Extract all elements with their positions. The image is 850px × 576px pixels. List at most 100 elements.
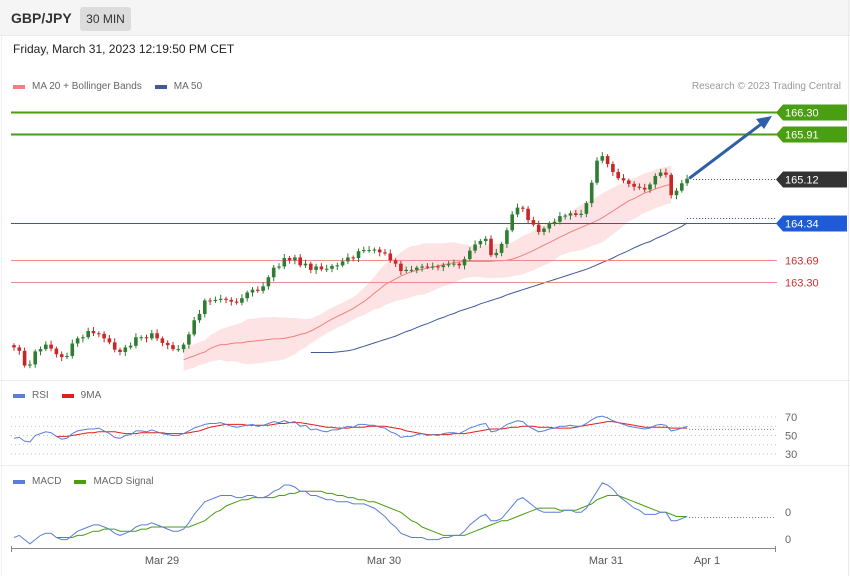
candle-body: [468, 250, 472, 260]
x-tick-label: Mar 31: [589, 555, 623, 567]
candle-body: [542, 228, 546, 232]
candle: [181, 342, 186, 353]
candle: [536, 220, 541, 235]
candle: [627, 178, 631, 188]
candle-body: [324, 268, 329, 270]
legend-label-macd-signal: MACD Signal: [93, 476, 154, 487]
legend-swatch-ma50: [154, 84, 167, 89]
forecast-arrowhead: [756, 115, 772, 129]
candle-body: [266, 277, 271, 287]
candle: [59, 351, 64, 362]
candle: [468, 247, 472, 262]
rsi-line: [13, 415, 688, 443]
x-tick-label: Apr 1: [694, 555, 720, 567]
candle-body: [377, 249, 382, 253]
legend-item-ma20: MA 20 + Bollinger Bands: [13, 81, 142, 92]
candle-body: [134, 337, 138, 346]
candle: [155, 329, 159, 342]
candle-body: [489, 238, 493, 256]
candle-body: [446, 264, 451, 266]
candle: [49, 340, 53, 352]
candle-body: [22, 350, 27, 366]
target-tag-1: [776, 126, 847, 143]
candle-body: [579, 213, 583, 215]
candle: [505, 227, 509, 248]
candle-body: [314, 266, 318, 270]
candle: [478, 239, 483, 248]
candle: [203, 298, 207, 318]
macd-line: [13, 482, 688, 545]
timeframe-button[interactable]: 30 MIN: [80, 7, 131, 31]
candle: [568, 210, 573, 220]
candle-body: [637, 186, 642, 188]
rsi-legend: RSI 9MA: [13, 390, 114, 401]
candle-body: [155, 333, 159, 339]
candle-body: [112, 342, 117, 350]
candle: [330, 263, 334, 273]
chart-datetime: Friday, March 31, 2023 12:19:50 PM CET: [13, 42, 235, 56]
legend-label-ma50: MA 50: [173, 81, 203, 92]
candle: [187, 331, 191, 349]
candle: [75, 336, 80, 347]
candle-body: [552, 221, 557, 225]
candle: [81, 334, 85, 343]
candle-body: [627, 180, 631, 184]
candle: [579, 209, 583, 218]
candle-body: [441, 265, 446, 268]
candle-body: [574, 213, 578, 215]
candle-body: [49, 344, 53, 349]
candle-body: [483, 238, 488, 242]
current-price-tag: [776, 171, 847, 188]
candle: [621, 174, 626, 184]
rsi-tick-label: 50: [785, 431, 797, 443]
candle: [176, 345, 181, 352]
candle-body: [642, 187, 647, 190]
candle-body: [240, 298, 244, 303]
candle: [38, 346, 43, 356]
candle-body: [415, 267, 419, 270]
candle-body: [351, 257, 355, 259]
candle: [595, 157, 599, 185]
price-legend: MA 20 + Bollinger Bands MA 50: [13, 81, 215, 92]
candle: [54, 346, 59, 358]
candle: [494, 248, 499, 258]
candle-body: [420, 266, 424, 268]
level-label-1: 165.91: [785, 130, 819, 142]
candle: [65, 352, 69, 360]
candle: [483, 236, 488, 246]
candle: [303, 259, 308, 269]
candle: [653, 173, 658, 189]
rsi-ma-line: [56, 421, 688, 437]
candle: [552, 218, 557, 227]
candle-body: [234, 301, 239, 303]
candle: [377, 246, 382, 257]
candle: [669, 172, 673, 199]
rsi-panel: 70 50 30: [11, 412, 797, 461]
candle-body: [404, 269, 408, 272]
candles: [12, 152, 689, 369]
candle-body: [362, 250, 366, 252]
candle-body: [271, 267, 276, 278]
candle-body: [293, 257, 297, 261]
candle: [171, 341, 175, 352]
candle: [97, 331, 101, 338]
forecast-arrow: [688, 120, 766, 180]
candle: [256, 286, 260, 293]
candle-body: [478, 241, 483, 245]
candle: [510, 211, 514, 233]
candle-body: [356, 251, 361, 258]
candle-body: [102, 333, 106, 339]
candle: [218, 294, 223, 303]
copyright-text: Research © 2023 Trading Central: [691, 81, 841, 92]
candle: [452, 259, 456, 267]
candle-body: [203, 300, 207, 315]
candle-body: [494, 252, 499, 256]
top-bar: GBP/JPY 30 MIN: [0, 0, 850, 36]
candle-body: [319, 266, 324, 270]
candle: [637, 183, 642, 190]
candle: [298, 254, 302, 268]
x-tick-label: Mar 29: [145, 555, 179, 567]
candle-body: [536, 224, 541, 232]
candle-body: [653, 175, 658, 185]
